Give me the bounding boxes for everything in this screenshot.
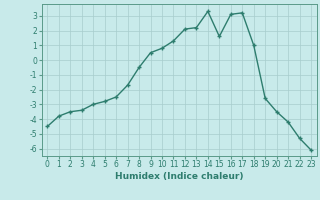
X-axis label: Humidex (Indice chaleur): Humidex (Indice chaleur): [115, 172, 244, 181]
